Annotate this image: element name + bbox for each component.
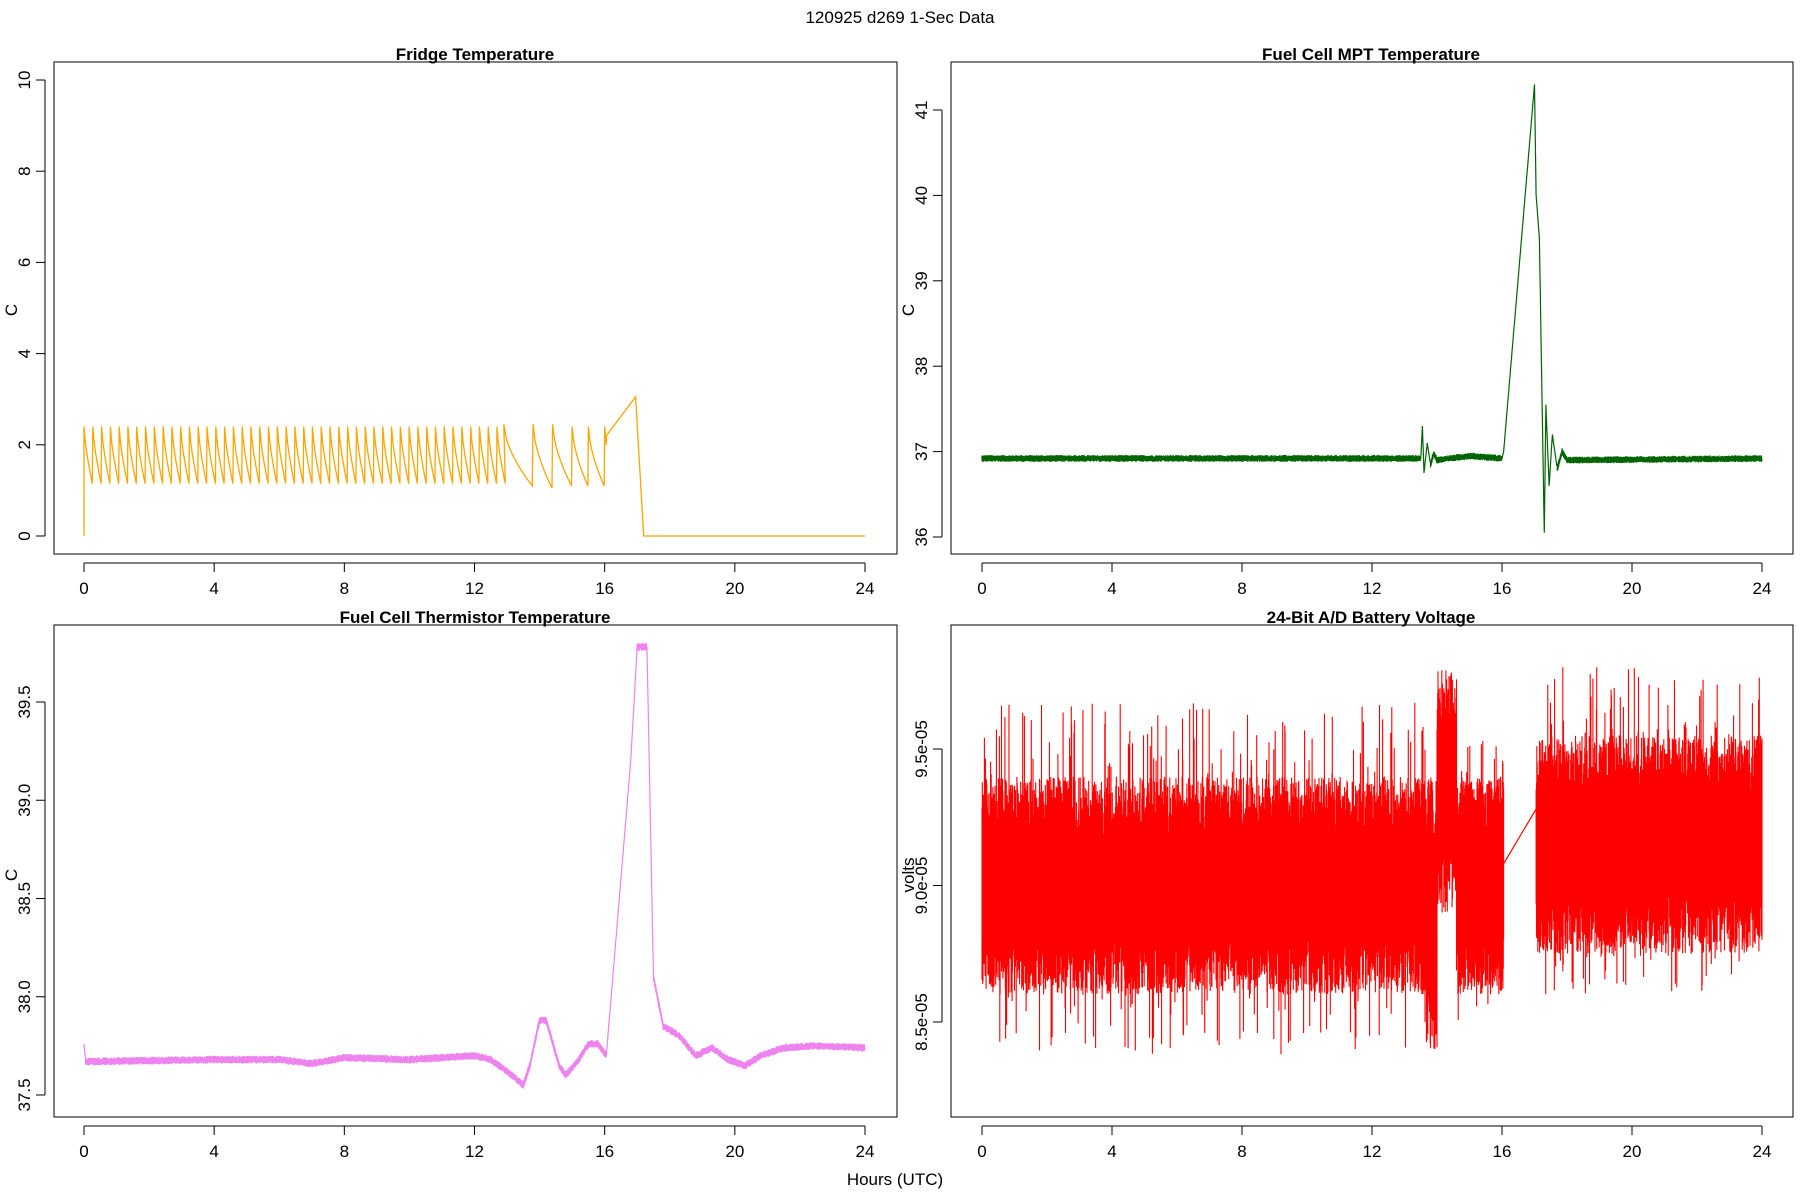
x-tick-label: 0 [977, 579, 986, 598]
x-tick-label: 20 [725, 579, 744, 598]
x-tick-label: 24 [856, 1142, 875, 1161]
y-tick-label: 37.5 [15, 1078, 34, 1111]
y-tick-label: 10 [15, 71, 34, 90]
y-tick-label: 36 [912, 528, 931, 547]
x-tick-label: 4 [1107, 1142, 1116, 1161]
x-tick-label: 8 [340, 579, 349, 598]
y-tick-label: 6 [15, 258, 34, 267]
y-tick-label: 37 [912, 442, 931, 461]
x-tick-label: 24 [1753, 1142, 1772, 1161]
series-line-thermistor-temperature [83, 643, 866, 1089]
y-tick-label: 0 [15, 531, 34, 540]
y-axis-label: volts [899, 858, 918, 893]
y-tick-label: 38.0 [15, 980, 34, 1013]
x-tick-label: 8 [340, 1142, 349, 1161]
y-tick-label: 39 [912, 271, 931, 290]
series-core-band [1456, 836, 1504, 935]
x-tick-label: 4 [209, 1142, 218, 1161]
x-tick-label: 4 [1107, 579, 1116, 598]
x-tick-label: 0 [79, 579, 88, 598]
series-core-band [982, 836, 1424, 935]
x-tick-label: 8 [1237, 579, 1246, 598]
panel-title: Fridge Temperature [396, 45, 554, 64]
y-tick-label: 8 [15, 166, 34, 175]
y-tick-label: 9.5e-05 [912, 720, 931, 778]
x-tick-label: 12 [465, 579, 484, 598]
y-axis: 37.5 38.0 38.5 39.0 39.5 [15, 685, 46, 1112]
x-tick-label: 8 [1237, 1142, 1246, 1161]
y-axis: 36 37 38 39 40 41 [912, 101, 943, 547]
x-tick-label: 12 [465, 1142, 484, 1161]
y-tick-label: 9.0e-05 [912, 857, 931, 915]
series-core-band [1437, 734, 1457, 846]
y-axis: 0 2 4 6 8 10 [15, 71, 46, 541]
plot-frame [53, 624, 898, 1118]
x-tick-label: 16 [1493, 579, 1512, 598]
plot-frame [53, 61, 898, 555]
x-tick-label: 16 [1493, 1142, 1512, 1161]
y-axis-label: C [2, 304, 21, 316]
panel-title: Fuel Cell Thermistor Temperature [340, 608, 611, 627]
panel-fuel-cell-mpt-temperature: Fuel Cell MPT Temperature C 0 4 8 12 16 20 24 3… [899, 45, 1794, 598]
y-tick-label: 41 [912, 101, 931, 120]
series-line-mpt-temperature [981, 84, 1763, 533]
panel-fuel-cell-thermistor-temperature: Fuel Cell Thermistor Temperature C 0 4 8 12… [2, 608, 898, 1161]
y-tick-label: 8.5e-05 [912, 993, 931, 1051]
y-tick-label: 38.5 [15, 882, 34, 915]
y-axis-label: C [2, 869, 21, 881]
series-core-band [1536, 795, 1762, 894]
plot-frame [950, 624, 1794, 1118]
x-axis: 0 4 8 12 16 20 24 [977, 1125, 1772, 1161]
x-tick-label: 24 [1753, 579, 1772, 598]
x-tick-label: 20 [1623, 1142, 1642, 1161]
y-tick-label: 4 [15, 349, 34, 358]
x-tick-label: 20 [725, 1142, 744, 1161]
x-tick-label: 16 [595, 1142, 614, 1161]
x-tick-label: 0 [79, 1142, 88, 1161]
x-tick-label: 16 [595, 579, 614, 598]
x-axis: 0 4 8 12 16 20 24 [977, 562, 1772, 598]
x-tick-label: 24 [856, 579, 875, 598]
x-tick-label: 12 [1363, 1142, 1382, 1161]
x-tick-label: 12 [1363, 579, 1382, 598]
y-axis-label: C [899, 304, 918, 316]
x-axis: 0 4 8 12 16 20 24 [79, 562, 875, 598]
y-tick-label: 38 [912, 357, 931, 376]
series-line-fridge-temperature [83, 395, 865, 537]
plot-frame [950, 61, 1794, 555]
y-tick-label: 2 [15, 440, 34, 449]
y-tick-label: 39.0 [15, 784, 34, 817]
x-tick-label: 4 [209, 579, 218, 598]
x-axis: 0 4 8 12 16 20 24 [79, 1125, 875, 1161]
y-tick-label: 40 [912, 186, 931, 205]
y-axis: 8.5e-05 9.0e-05 9.5e-05 [912, 720, 943, 1051]
figure-xlabel: Hours (UTC) [847, 1170, 943, 1189]
panel-title: 24-Bit A/D Battery Voltage [1267, 608, 1476, 627]
figure-suptitle: 120925 d269 1-Sec Data [805, 8, 995, 27]
panel-title: Fuel Cell MPT Temperature [1262, 45, 1480, 64]
x-tick-label: 20 [1623, 579, 1642, 598]
series-gap-line [1503, 808, 1537, 864]
y-tick-label: 39.5 [15, 685, 34, 718]
x-tick-label: 0 [977, 1142, 986, 1161]
panel-battery-voltage: 24-Bit A/D Battery Voltage volts 0 4 8 12 16… [899, 608, 1794, 1161]
series-core-band [1424, 851, 1437, 975]
